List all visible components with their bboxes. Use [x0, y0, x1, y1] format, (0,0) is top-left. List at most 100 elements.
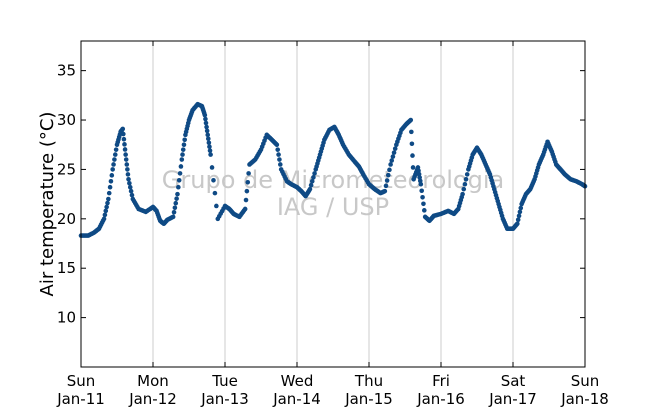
- data-point: [410, 153, 415, 158]
- data-point: [206, 140, 212, 146]
- data-point: [122, 147, 128, 152]
- data-point: [125, 167, 130, 172]
- data-point: [309, 178, 315, 184]
- data-point: [176, 177, 182, 183]
- data-point: [204, 124, 209, 130]
- data-point: [127, 180, 132, 186]
- data-point: [409, 141, 415, 147]
- y-tick-label: 35: [57, 62, 76, 80]
- data-point: [207, 148, 213, 153]
- x-tick-label-weekday: Sun: [571, 372, 600, 390]
- data-point: [110, 167, 115, 172]
- data-point: [244, 188, 250, 194]
- data-point: [101, 216, 107, 222]
- x-axis-ticks: SunJan-11MonJan-12TueJan-13WedJan-14ThuJ…: [56, 41, 609, 408]
- data-point: [312, 171, 317, 176]
- data-point: [516, 213, 522, 219]
- data-point: [108, 178, 114, 184]
- y-axis-ticks: 10 15 20 25 30 35: [57, 62, 585, 327]
- data-point: [179, 157, 185, 162]
- data-point: [419, 188, 425, 194]
- x-tick-label-weekday: Thu: [354, 372, 383, 390]
- data-point: [121, 136, 127, 142]
- data-point: [410, 165, 416, 170]
- data-point: [243, 197, 249, 203]
- data-point: [311, 175, 316, 180]
- data-point: [421, 208, 427, 213]
- data-point: [421, 201, 426, 207]
- x-tick-label-date: Jan-17: [488, 390, 537, 408]
- y-tick-label: 20: [57, 210, 76, 228]
- x-tick-label-date: Jan-11: [56, 390, 105, 408]
- y-tick-label: 15: [57, 259, 76, 277]
- data-point: [390, 154, 396, 159]
- data-point: [170, 214, 176, 220]
- data-point: [126, 177, 131, 182]
- data-point: [518, 205, 524, 211]
- data-point: [461, 186, 467, 192]
- data-point: [275, 147, 281, 152]
- data-point: [178, 164, 184, 169]
- data-point: [104, 204, 109, 210]
- data-point: [124, 162, 130, 167]
- data-point: [383, 183, 389, 189]
- data-point: [387, 167, 392, 173]
- data-point: [106, 196, 111, 202]
- x-tick-label-weekday: Tue: [211, 372, 238, 390]
- data-point: [202, 112, 208, 118]
- data-point: [120, 126, 126, 132]
- data-point: [382, 188, 388, 194]
- data-point: [177, 171, 183, 176]
- data-point: [464, 172, 470, 177]
- data-point: [129, 192, 135, 198]
- x-tick-label-weekday: Mon: [137, 372, 169, 390]
- data-point: [205, 136, 211, 142]
- watermark-line-1: Grupo de Micrometeorologia: [162, 166, 504, 194]
- data-point: [409, 129, 414, 135]
- x-tick-label-date: Jan-16: [416, 390, 465, 408]
- data-points: [78, 101, 588, 238]
- data-point: [180, 152, 185, 157]
- data-point: [515, 221, 520, 227]
- data-point: [384, 178, 390, 183]
- data-point: [102, 212, 108, 218]
- data-point: [420, 194, 425, 200]
- data-point: [128, 188, 134, 194]
- data-point: [205, 132, 211, 138]
- data-point: [385, 172, 391, 178]
- data-point: [460, 191, 465, 197]
- data-point: [207, 144, 212, 150]
- data-point: [515, 217, 521, 223]
- data-point: [517, 209, 523, 215]
- data-point: [246, 171, 251, 176]
- data-point: [176, 184, 181, 190]
- data-point: [109, 173, 115, 178]
- data-point: [245, 179, 251, 185]
- data-point: [112, 152, 118, 157]
- x-tick-label-date: Jan-18: [560, 390, 609, 408]
- x-tick-label-date: Jan-12: [128, 390, 177, 408]
- data-point: [122, 142, 127, 147]
- y-tick-label: 25: [57, 160, 76, 178]
- plot-frame: [80, 40, 586, 368]
- data-point: [203, 116, 208, 122]
- data-point: [203, 120, 209, 126]
- data-point: [103, 208, 109, 214]
- data-point: [208, 152, 213, 157]
- data-point: [462, 181, 468, 187]
- data-point: [274, 142, 280, 148]
- x-tick-label-date: Jan-14: [272, 390, 321, 408]
- data-point: [113, 147, 119, 152]
- x-tick-label-weekday: Wed: [281, 372, 314, 390]
- plot-background: [81, 41, 585, 367]
- y-axis-label: Air temperature (°C): [37, 112, 58, 297]
- data-point: [182, 137, 187, 143]
- data-point: [214, 203, 219, 209]
- x-tick-label-date: Jan-15: [344, 390, 393, 408]
- data-point: [172, 205, 178, 211]
- data-point: [212, 190, 218, 196]
- data-point: [173, 200, 179, 206]
- data-point: [277, 162, 283, 167]
- data-point: [105, 200, 110, 206]
- x-tick-label-weekday: Sun: [67, 372, 96, 390]
